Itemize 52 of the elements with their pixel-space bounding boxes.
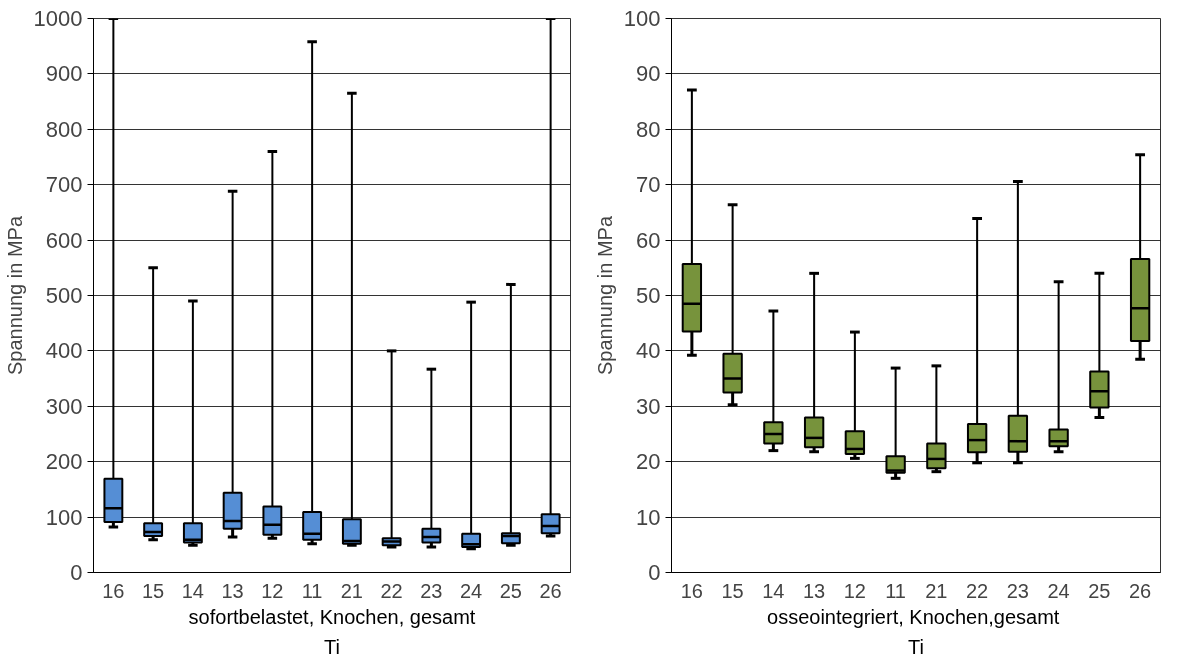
x-tick-label: 15: [142, 579, 165, 602]
y-tick-label: 700: [45, 172, 83, 198]
x-tick-label: 25: [499, 579, 522, 602]
y-tick-label: 100: [623, 6, 661, 31]
y-tick-label: 1000: [33, 6, 83, 31]
text: osseointegriert, Knochen,gesamt: [767, 605, 1060, 628]
x-axis-title: Ti: [908, 635, 924, 658]
x-axis-title: Ti: [324, 635, 340, 658]
x-tick-label: 23: [1006, 579, 1029, 602]
y-tick-label: 900: [45, 61, 83, 87]
y-tick-label: 40: [636, 338, 661, 364]
y-tick-label: 300: [45, 393, 83, 419]
x-tick-label: 11: [301, 579, 323, 602]
y-tick-label: 0: [70, 560, 83, 585]
x-tick-label: 14: [762, 579, 785, 602]
x-tick-label: 24: [460, 579, 483, 602]
x-tick-label: 16: [102, 579, 125, 602]
y-tick-label: 30: [636, 393, 661, 419]
y-tick-label: 200: [45, 449, 83, 475]
y-tick-label: 800: [45, 116, 83, 142]
y-axis-title: Spannung in MPa: [3, 215, 26, 375]
x-tick-label: 16: [680, 579, 703, 602]
y-tick-label: 500: [45, 283, 83, 308]
x-tick-label: 21: [925, 579, 948, 602]
x-tick-label: 15: [721, 579, 744, 602]
y-tick-label: 600: [45, 227, 83, 253]
x-tick-label: 22: [966, 579, 989, 602]
x-tick-label: 24: [1047, 579, 1070, 602]
y-tick-label: 10: [636, 504, 661, 530]
x-tick-label: 12: [261, 579, 284, 602]
y-tick-label: 400: [45, 338, 83, 364]
x-tick-label: 25: [1088, 579, 1111, 602]
y-tick-label: 60: [636, 227, 661, 253]
x-tick-label: 23: [420, 579, 443, 602]
x-tick-label: 22: [380, 579, 403, 602]
y-tick-label: 90: [636, 61, 661, 87]
x-tick-label: 14: [181, 579, 204, 602]
x-tick-label: 13: [803, 579, 826, 602]
x-tick-label: 21: [340, 579, 363, 602]
y-axis-title: Spannung in MPa: [593, 215, 616, 375]
y-tick-label: 70: [636, 172, 661, 198]
x-tick-label: 12: [843, 579, 866, 602]
x-tick-label: 13: [221, 579, 244, 602]
y-tick-label: 80: [636, 116, 661, 142]
y-tick-label: 50: [636, 283, 661, 308]
y-tick-label: 20: [636, 449, 661, 475]
x-tick-label: 11: [885, 579, 907, 602]
y-tick-label: 100: [45, 504, 83, 530]
x-tick-label: 26: [539, 579, 562, 602]
x-tick-label: 26: [1129, 579, 1152, 602]
text: sofortbelastet, Knochen, gesamt: [188, 605, 476, 628]
y-tick-label: 0: [648, 560, 661, 585]
